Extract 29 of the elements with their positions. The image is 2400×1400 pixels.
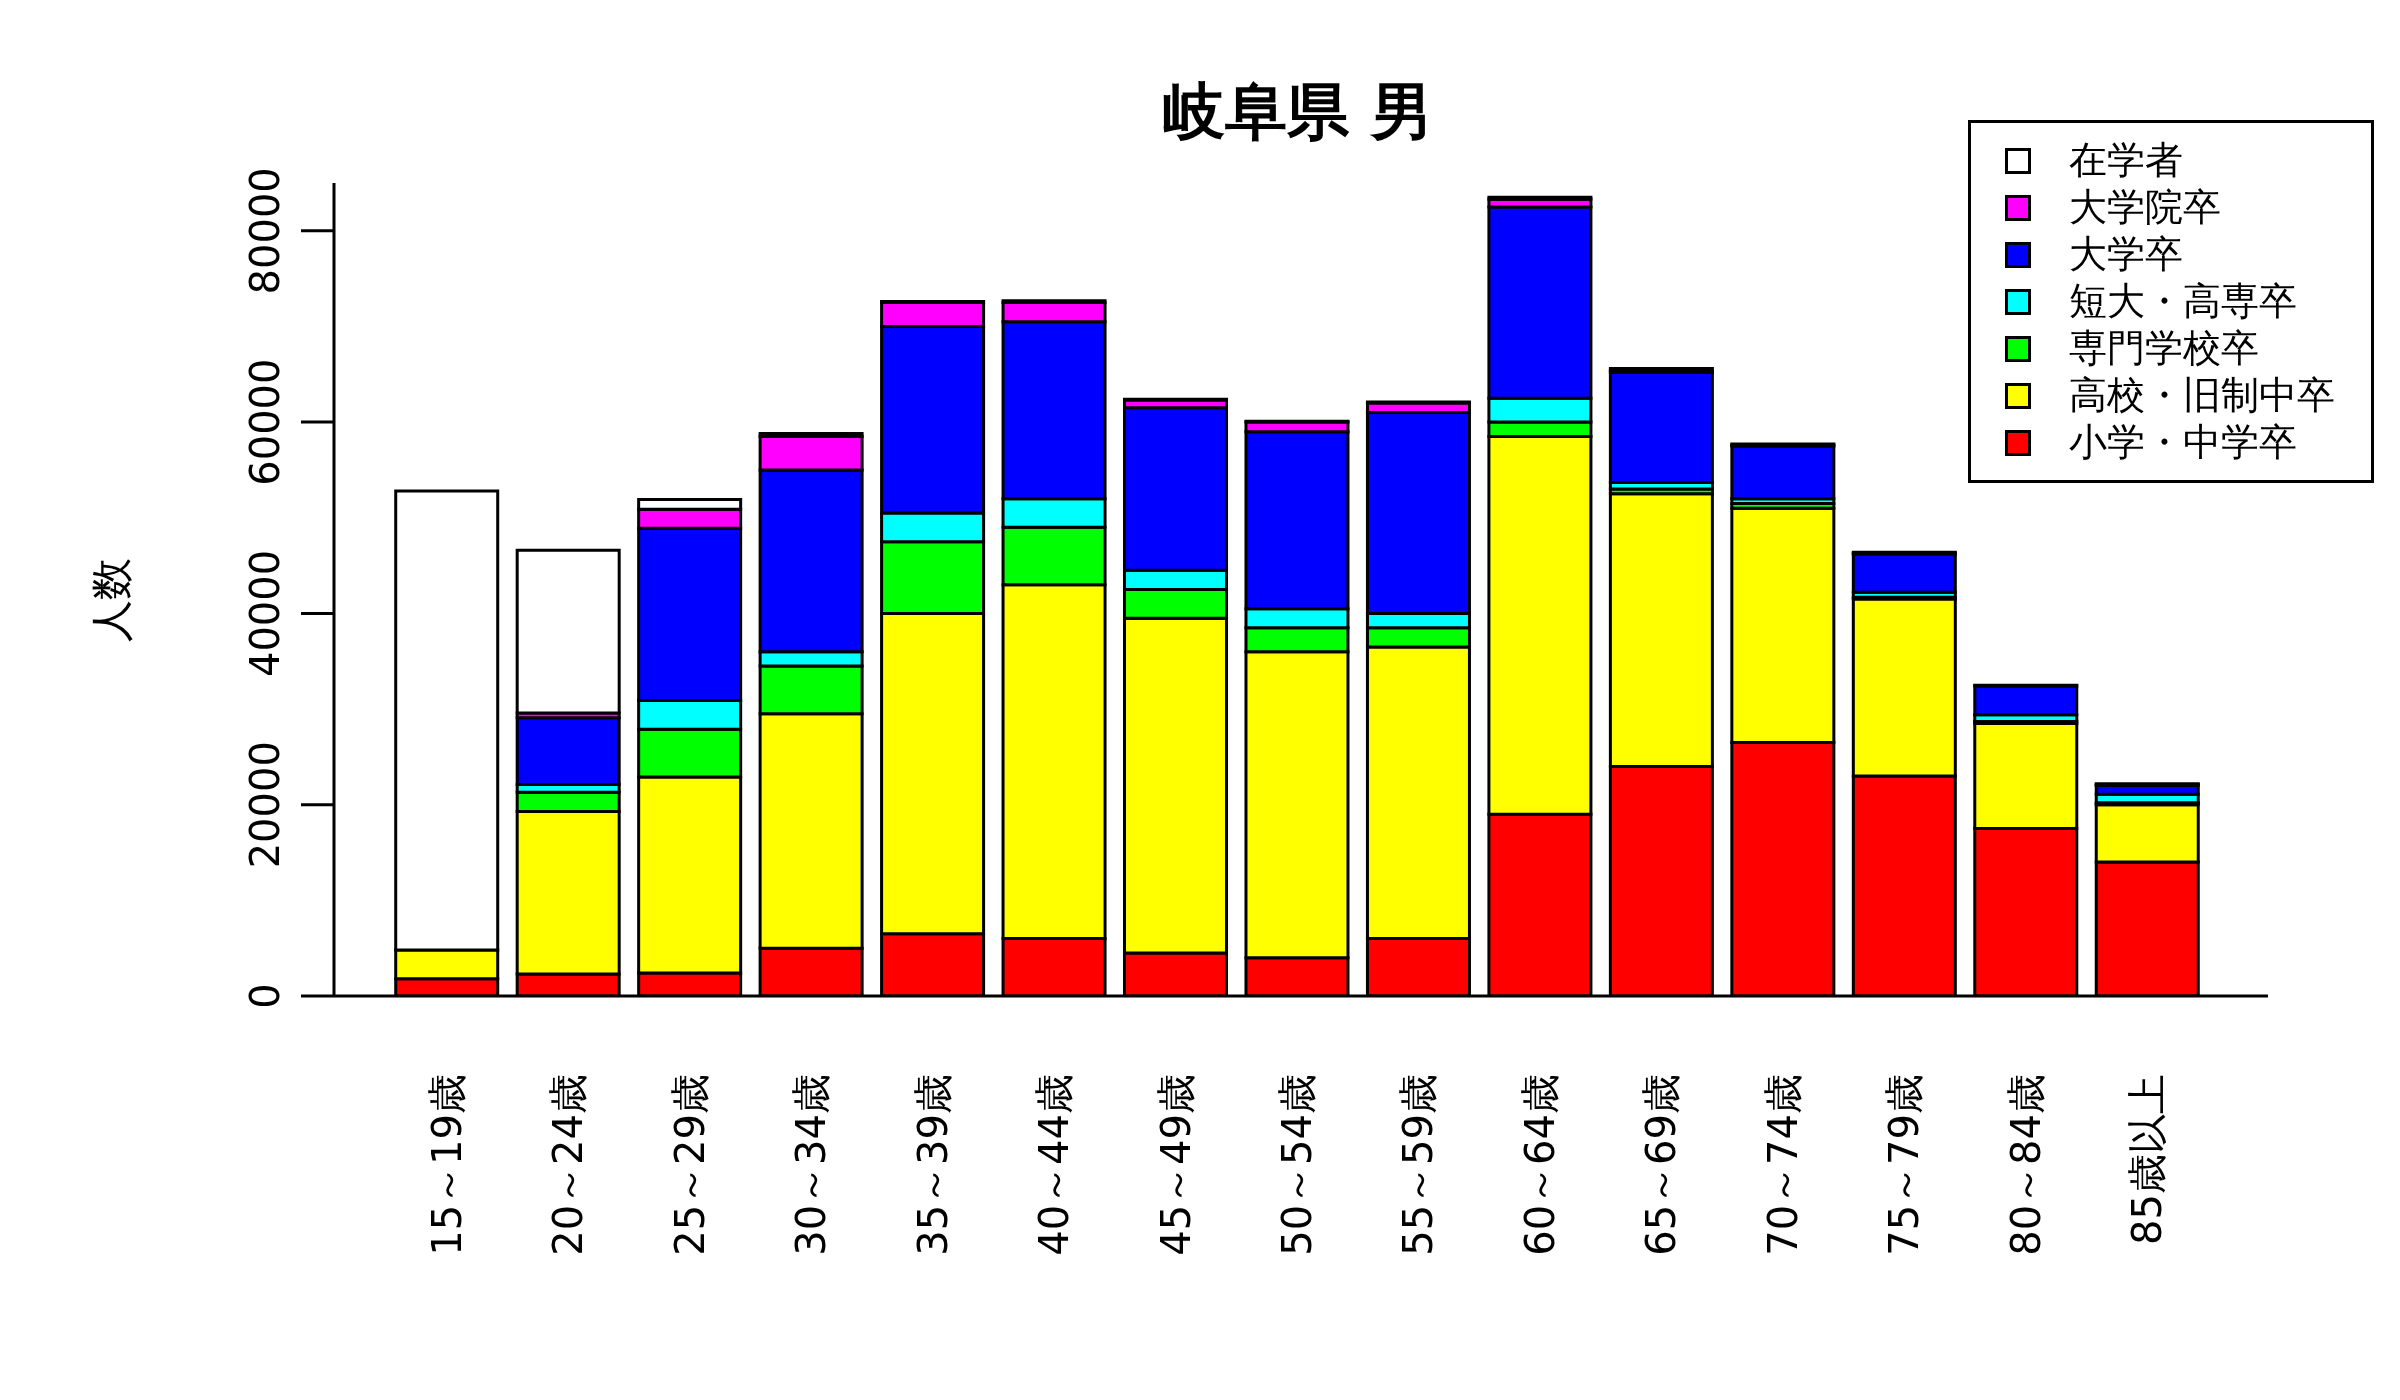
y-tick-label: 0 bbox=[242, 983, 288, 1009]
legend-label: 小学・中学卒 bbox=[2069, 419, 2297, 466]
y-tick-label: 20000 bbox=[242, 741, 288, 869]
legend-label: 短大・高専卒 bbox=[2069, 278, 2297, 325]
y-tick-label: 40000 bbox=[242, 549, 288, 678]
x-tick-label: 70～74歳 bbox=[1759, 1074, 1806, 1256]
x-tick-label: 20～24歳 bbox=[545, 1074, 592, 1256]
legend-label: 高校・旧制中卒 bbox=[2069, 372, 2335, 419]
legend-label: 大学院卒 bbox=[2069, 184, 2221, 231]
legend-label: 専門学校卒 bbox=[2069, 325, 2259, 372]
chart-title: 岐阜県 男 bbox=[1163, 75, 1433, 148]
x-tick-label: 65～69歳 bbox=[1638, 1074, 1685, 1256]
x-tick-label: 50～54歳 bbox=[1274, 1074, 1320, 1256]
y-axis-title: 人数 bbox=[86, 558, 137, 642]
legend-label: 在学者 bbox=[2069, 137, 2183, 184]
x-tick-label: 60～64歳 bbox=[1516, 1074, 1563, 1256]
x-tick-label: 40～44歳 bbox=[1031, 1074, 1078, 1256]
x-tick-label: 45～49歳 bbox=[1152, 1074, 1199, 1256]
y-tick-label: 80000 bbox=[242, 167, 288, 295]
x-tick-label: 80～84歳 bbox=[2002, 1074, 2049, 1256]
x-tick-label: 30～34歳 bbox=[788, 1074, 835, 1256]
x-tick-label: 55～59歳 bbox=[1395, 1074, 1442, 1256]
x-tick-label: 35～39歳 bbox=[909, 1074, 956, 1256]
legend-label: 大学卒 bbox=[2069, 231, 2183, 278]
x-tick-label: 85歳以上 bbox=[2124, 1074, 2171, 1245]
x-tick-label: 15～19歳 bbox=[423, 1074, 470, 1256]
x-tick-label: 75～79歳 bbox=[1881, 1074, 1928, 1256]
y-tick-label: 60000 bbox=[242, 358, 288, 486]
x-tick-label: 25～29歳 bbox=[666, 1074, 713, 1256]
